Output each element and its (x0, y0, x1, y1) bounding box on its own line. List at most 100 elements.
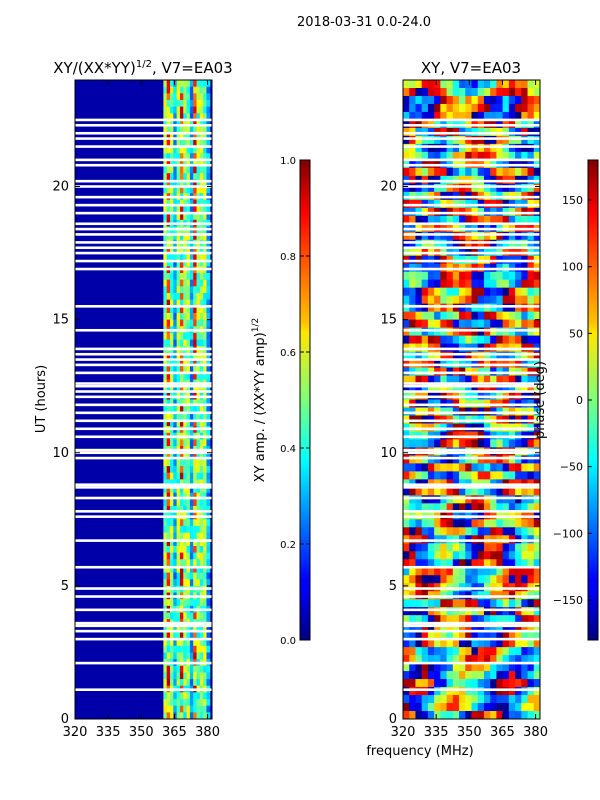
phase-heatmap-cell (496, 335, 504, 345)
phase-heatmap-cell (434, 111, 441, 121)
phase-heatmap-cell (440, 111, 448, 121)
phase-heatmap-cell (502, 279, 510, 289)
phase-heatmap-cell (496, 703, 504, 712)
phase-heatmap-cell (490, 647, 497, 656)
amplitude-heatmap-cell (183, 539, 188, 547)
phase-heatmap-cell (421, 679, 429, 688)
amplitude-heatmap-cell (189, 692, 194, 700)
phase-y-tick-label: 5 (389, 579, 397, 594)
phase-heatmap-cell (427, 183, 435, 193)
phase-heatmap-cell (490, 239, 497, 249)
amplitude-heatmap-cell (199, 133, 204, 141)
amplitude-heatmap-cell (199, 466, 204, 474)
amplitude-heatmap-cell (166, 545, 171, 554)
amplitude-heatmap-cell (186, 139, 191, 148)
amplitude-heatmap-cell (203, 632, 207, 640)
amplitude-heatmap-cell (176, 293, 181, 301)
amplitude-heatmap-cell (186, 299, 191, 307)
amplitude-heatmap-cell (176, 692, 181, 700)
amplitude-heatmap-cell (203, 206, 207, 214)
phase-heatmap-cell (409, 375, 416, 385)
amplitude-heatmap-cell (173, 406, 178, 414)
amplitude-heatmap-cell (173, 579, 178, 587)
amplitude-heatmap-cell (206, 572, 211, 580)
amplitude-heatmap-cell (179, 492, 184, 500)
amplitude-heatmap-cell (166, 233, 171, 241)
amplitude-heatmap-cell (183, 665, 188, 673)
amplitude-title-exponent: 1/2 (136, 59, 152, 70)
amplitude-heatmap-cell (170, 99, 174, 108)
phase-heatmap-cell (465, 311, 472, 321)
amplitude-heatmap-cell (166, 286, 171, 294)
amplitude-heatmap-cell (199, 532, 204, 540)
phase-colorbar-tick-label: 50 (569, 327, 583, 340)
amplitude-heatmap-cell (163, 319, 168, 327)
amplitude-heatmap-cell (186, 406, 191, 414)
amplitude-heatmap-cell (179, 692, 184, 700)
phase-heatmap-cell (502, 503, 510, 512)
phase-heatmap-cell (490, 527, 497, 536)
amplitude-heatmap-cell (193, 233, 198, 241)
phase-heatmap-cell (496, 495, 504, 504)
amplitude-heatmap-cell (170, 565, 174, 574)
phase-heatmap-cell (415, 111, 423, 121)
amplitude-heatmap-cell (206, 319, 211, 327)
amplitude-heatmap-cell (186, 572, 191, 580)
phase-heatmap-cell (421, 135, 429, 145)
amplitude-heatmap-cell (193, 332, 198, 341)
phase-heatmap-cell (440, 575, 448, 584)
amplitude-heatmap-cell (179, 712, 184, 719)
phase-heatmap-cell (427, 671, 435, 680)
amplitude-heatmap-cell (186, 253, 191, 261)
amplitude-heatmap-cell (196, 612, 201, 620)
phase-blank-row (403, 179, 540, 183)
phase-heatmap-cell (403, 239, 410, 249)
phase-heatmap-cell (459, 295, 466, 305)
amplitude-heatmap-cell (179, 572, 184, 580)
amplitude-heatmap-cell (173, 99, 178, 108)
amplitude-heatmap-cell (199, 279, 204, 287)
phase-heatmap-cell (415, 543, 423, 552)
phase-heatmap-cell (471, 111, 479, 121)
phase-heatmap-cell (508, 527, 516, 536)
phase-heatmap-cell (521, 639, 529, 648)
phase-heatmap-cell (490, 599, 497, 608)
amplitude-heatmap-cell (183, 99, 188, 108)
phase-heatmap-cell (483, 527, 491, 536)
phase-heatmap-cell (427, 503, 435, 512)
amplitude-heatmap-cell (183, 486, 188, 494)
phase-heatmap-cell (452, 551, 460, 560)
phase-blank-row (403, 661, 540, 665)
amplitude-heatmap-cell (203, 80, 207, 88)
phase-heatmap-cell (533, 559, 540, 568)
amplitude-heatmap-cell (193, 259, 198, 267)
phase-heatmap-cell (477, 103, 485, 113)
amplitude-heatmap-cell (193, 412, 198, 420)
phase-heatmap-cell (471, 647, 479, 656)
amplitude-heatmap-cell (166, 80, 171, 88)
amplitude-heatmap-cell (173, 133, 178, 141)
phase-heatmap-cell (477, 335, 485, 345)
phase-heatmap-cell (403, 167, 410, 177)
phase-heatmap-cell (446, 687, 454, 696)
phase-heatmap-cell (477, 111, 485, 121)
amplitude-heatmap-cell (166, 206, 171, 214)
amplitude-heatmap-cell (166, 259, 171, 267)
phase-heatmap-cell (465, 695, 472, 704)
phase-heatmap-cell (434, 631, 441, 640)
amplitude-heatmap-cell (206, 199, 211, 207)
amplitude-heatmap-cell (203, 99, 207, 108)
amplitude-heatmap-cell (203, 625, 207, 633)
phase-heatmap-cell (446, 239, 454, 249)
phase-heatmap-cell (452, 575, 460, 584)
amplitude-heatmap-cell (170, 712, 174, 719)
phase-heatmap-cell (533, 231, 540, 241)
phase-heatmap-cell (490, 143, 497, 153)
phase-heatmap-cell (440, 679, 448, 688)
amplitude-heatmap-cell (176, 279, 181, 287)
amplitude-heatmap-cell (196, 253, 201, 261)
phase-heatmap-cell (533, 687, 540, 696)
phase-heatmap-cell (452, 559, 460, 568)
amplitude-heatmap-cell (196, 359, 201, 367)
